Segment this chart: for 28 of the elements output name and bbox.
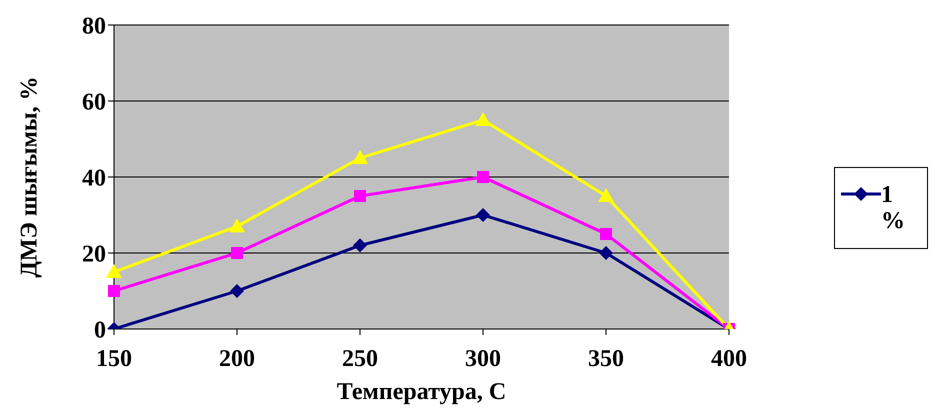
x-tick-label: 200 (219, 346, 255, 372)
point (353, 238, 367, 252)
x-tick-label: 350 (588, 346, 624, 372)
x-tick-label: 150 (96, 346, 132, 372)
legend-label: 1 % (881, 182, 906, 234)
point (108, 285, 120, 297)
y-tick-label: 20 (82, 242, 106, 268)
y-tick-label: 0 (94, 318, 106, 344)
point (231, 247, 243, 259)
x-axis-title: Температура, С (336, 379, 506, 405)
point (599, 246, 613, 260)
point (600, 228, 612, 240)
point (475, 112, 491, 126)
x-tick-label: 300 (465, 346, 501, 372)
point (352, 150, 368, 164)
x-tick-label: 250 (342, 346, 378, 372)
point (354, 190, 366, 202)
point (476, 208, 490, 222)
point (230, 284, 244, 298)
point (477, 171, 489, 183)
point (598, 188, 614, 202)
y-tick-label: 80 (82, 14, 106, 40)
x-tick-label: 400 (711, 346, 747, 372)
point (229, 218, 245, 232)
y-tick-label: 40 (82, 166, 106, 192)
y-tick-label: 60 (82, 90, 106, 116)
y-axis-title: ДМЭ шығымы, % (16, 76, 43, 278)
point (106, 264, 122, 278)
